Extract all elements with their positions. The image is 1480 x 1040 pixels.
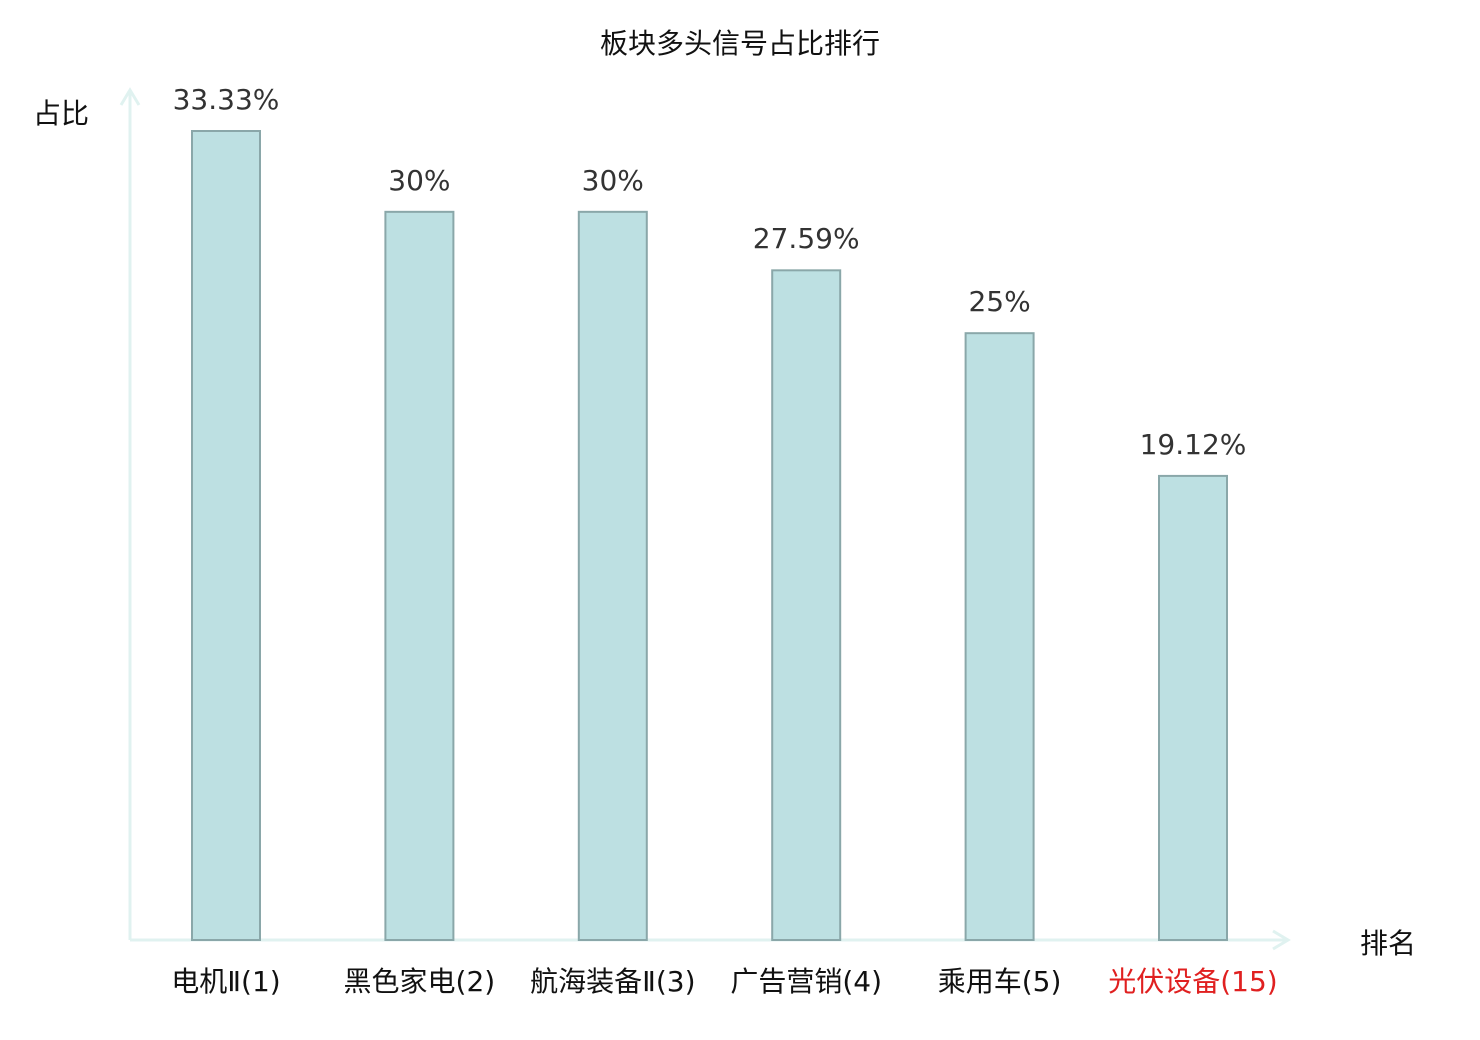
bar-value-label: 33.33% <box>172 83 280 116</box>
bar <box>384 210 455 941</box>
bar-value-label: 27.59% <box>752 222 860 256</box>
bar <box>577 210 648 941</box>
bar <box>191 130 261 941</box>
bar-value-label: 30% <box>388 163 451 197</box>
x-tick-label: 乘用车(5) <box>937 965 1062 998</box>
x-axis-label: 排名 <box>1360 927 1417 960</box>
bar-value-label: 30% <box>581 163 644 197</box>
x-tick-label: 航海装备Ⅱ(3) <box>530 965 696 998</box>
y-axis-label: 占比 <box>33 97 90 130</box>
y-axis-arrow-icon <box>119 87 141 106</box>
x-tick-label: 广告营销(4) <box>730 965 883 998</box>
bar-value-label: 25% <box>968 285 1031 319</box>
bar <box>771 269 842 941</box>
x-tick-label: 电机Ⅱ(1) <box>171 965 281 998</box>
bar-series <box>191 130 1228 941</box>
bar <box>1158 474 1228 941</box>
x-tick-label: 黑色家电(2) <box>343 965 496 998</box>
x-axis-arrow-icon <box>1272 929 1291 951</box>
x-tick-label: 光伏设备(15) <box>1108 965 1278 998</box>
bar-value-label: 19.12% <box>1139 427 1247 461</box>
bar <box>964 332 1035 941</box>
chart-title: 板块多头信号占比排行 <box>599 27 880 60</box>
